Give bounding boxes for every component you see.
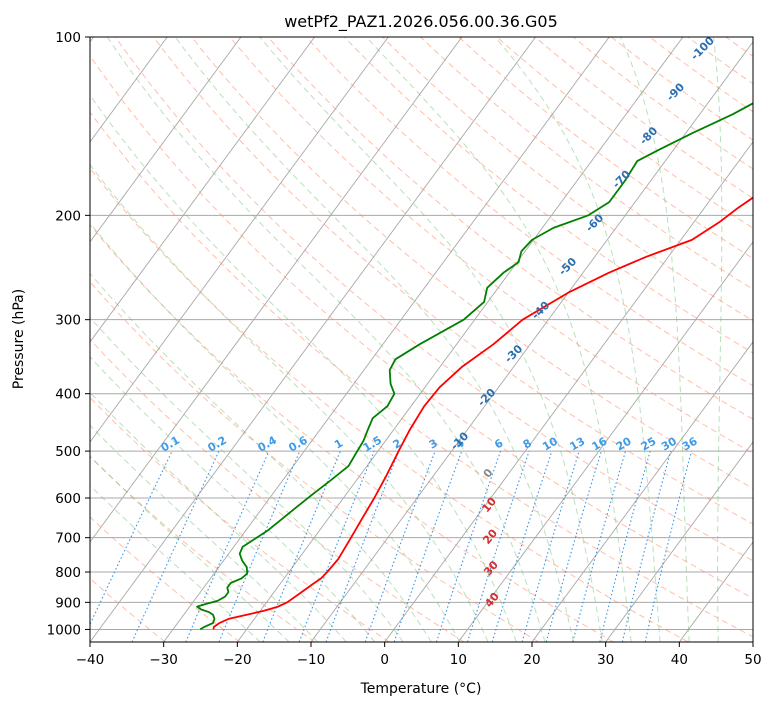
x-tick-label: 30 [597, 652, 614, 668]
mixing-ratio-line [599, 450, 651, 642]
moist-adiabat-line [90, 163, 489, 642]
moist-adiabat-line [90, 94, 517, 642]
isotherm-line [384, 141, 753, 642]
y-tick-label: 700 [55, 531, 81, 547]
y-tick-label: 1000 [47, 622, 81, 638]
mixing-ratio-line [644, 450, 693, 642]
moist-adiabat-line [90, 356, 376, 642]
y-tick-label: 300 [55, 313, 81, 329]
y-tick-label: 600 [55, 491, 81, 507]
isotherm-line [457, 241, 753, 642]
isotherm-line [90, 37, 242, 243]
moist-adiabat-line [90, 222, 461, 642]
y-tick-label: 100 [55, 30, 81, 46]
mixing-ratio-line [218, 450, 301, 642]
moist-adiabat-line [90, 316, 404, 642]
isotherm-line [605, 441, 753, 642]
moist-adiabat-line [90, 272, 432, 642]
x-tick-label: −20 [223, 652, 252, 668]
moist-adiabat-line [106, 37, 546, 642]
mixing-ratio-line [466, 450, 530, 642]
dry-adiabat-line [90, 54, 753, 599]
isotherm-line [90, 37, 315, 343]
isotherm-line [90, 37, 463, 543]
x-axis: −40 −30 −20 −10 0 10 20 30 40 50 [76, 642, 762, 668]
y-tick-label: 800 [55, 565, 81, 581]
mixing-ratio-line [621, 450, 672, 642]
mixing-ratio-line [435, 450, 502, 642]
isotherm-line [90, 37, 536, 642]
mixing-ratio-line [545, 450, 602, 642]
dry-adiabat-line [611, 37, 753, 141]
dry-adiabat-line [267, 37, 753, 420]
y-tick-label: 400 [55, 387, 81, 403]
data-series [196, 102, 753, 631]
moist-adiabat-line [366, 37, 632, 642]
dry-adiabat-line [343, 37, 753, 354]
isotherm-line [90, 37, 168, 143]
y-tick-label: 500 [55, 444, 81, 460]
moist-adiabat-line [620, 37, 690, 642]
x-tick-label: 40 [671, 652, 688, 668]
isotherm-line [236, 37, 684, 642]
dry-adiabat-line [420, 37, 753, 290]
plot-frame [89, 36, 754, 643]
dry-adiabat-line [90, 456, 315, 642]
moist-adiabat-line [90, 484, 261, 642]
dry-adiabat-line [90, 111, 753, 638]
moist-adiabat-line [90, 455, 290, 642]
dry-adiabat-line [90, 167, 689, 642]
x-tick-label: 50 [744, 652, 761, 668]
dry-adiabat-line [90, 224, 614, 642]
mixing-ratio-line [185, 450, 270, 642]
temperature-line [212, 196, 753, 630]
moist-adiabat-line [259, 37, 603, 642]
x-axis-title: Temperature (°C) [360, 681, 482, 697]
x-tick-label: −40 [76, 652, 105, 668]
dry-adiabat-line [153, 37, 753, 525]
dry-adiabat-line [382, 37, 753, 322]
dewpoint-line [196, 102, 753, 631]
chart-title: wetPf2_PAZ1.2026.056.00.36.G05 [284, 12, 558, 32]
y-tick-label: 200 [55, 208, 81, 224]
x-tick-label: −10 [297, 652, 326, 668]
isotherm-line [90, 37, 389, 443]
dry-adiabat-line [90, 281, 540, 642]
x-tick-label: 10 [450, 652, 467, 668]
dry-adiabat-line [305, 37, 753, 387]
mixing-ratio-line [364, 450, 436, 642]
x-tick-label: 0 [380, 652, 389, 668]
y-axis-title: Pressure (hPa) [11, 289, 27, 389]
dry-adiabat-line [114, 37, 753, 562]
mixing-ratio-line [131, 450, 220, 642]
dry-adiabat-line [191, 37, 753, 489]
mixing-ratio-line [572, 450, 627, 642]
isotherm-line [531, 341, 753, 642]
dry-adiabat-line [572, 37, 753, 170]
dry-adiabat-line [229, 37, 753, 454]
moist-adiabat-line [90, 391, 347, 642]
mixing-ratio-line [90, 450, 173, 626]
y-axis: 100 200 300 400 500 600 700 800 900 1000 [47, 30, 90, 638]
mixing-ratio-line [491, 450, 553, 642]
moist-adiabat-line [713, 37, 723, 642]
plot-area: 0.1 0.2 0.4 0.6 1 1.5 2 3 4 6 8 10 13 16 20 25 30 36-100-… [90, 37, 753, 642]
x-tick-label: −30 [149, 652, 178, 668]
y-tick-label: 900 [55, 595, 81, 611]
mixing-ratio-line [393, 450, 463, 642]
moist-adiabat-line [174, 37, 575, 642]
isotherm-line [163, 37, 610, 642]
mixing-ratio-line [521, 450, 580, 642]
moist-adiabat-line [494, 37, 661, 642]
x-tick-label: 20 [523, 652, 540, 668]
